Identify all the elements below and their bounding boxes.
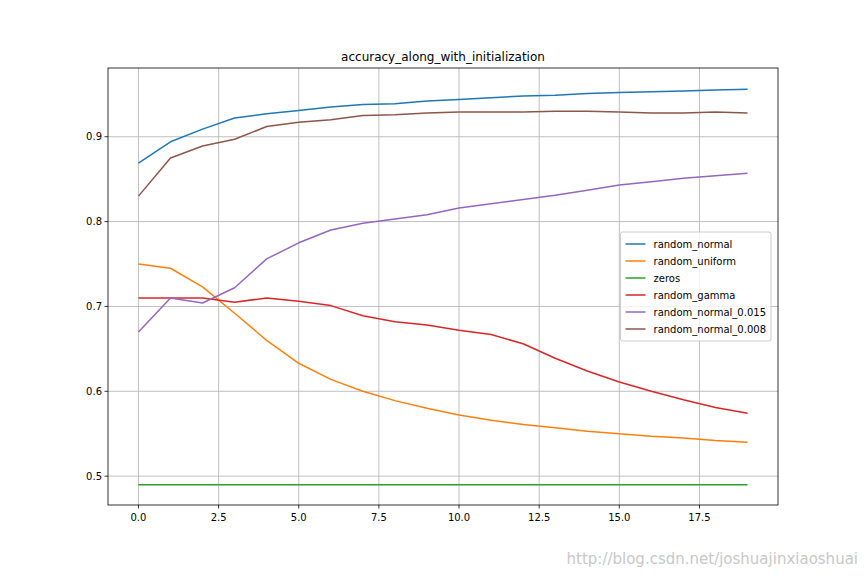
legend-label: random_gamma [654,290,736,302]
tick [105,221,109,222]
tick-label: 10.0 [448,512,470,523]
tick [105,306,109,307]
grid-line [298,68,299,505]
tick-label: 0.8 [86,216,102,227]
grid-line [108,221,778,222]
legend-label: random_normal [654,239,733,251]
grid-line [218,68,219,505]
tick-label: 0.5 [86,471,102,482]
grid-line [138,68,139,505]
series-line [138,111,747,196]
frame [108,68,778,505]
tick-label: 0.7 [86,301,102,312]
legend-handle [626,277,646,279]
grid-line [539,68,540,505]
legend-handle [626,294,646,296]
legend-handle [626,311,646,313]
legend-label: zeros [654,273,681,284]
tick-label: 15.0 [608,512,630,523]
grid-line [108,476,778,477]
tick-label: 2.5 [211,512,227,523]
tick-label: 7.5 [371,512,387,523]
legend-label: random_normal_0.008 [654,324,766,336]
tick [105,476,109,477]
tick [105,391,109,392]
tick [218,505,219,509]
legend-label: random_normal_0.015 [654,307,766,319]
legend-handle [626,243,646,245]
watermark: http://blog.csdn.net/joshuajinxiaoshuai [567,550,858,568]
tick-label: 0.6 [86,386,102,397]
tick [378,505,379,509]
tick [699,505,700,509]
tick-label: 17.5 [688,512,710,523]
grid-line [378,68,379,505]
grid [108,68,778,505]
tick [619,505,620,509]
grid-line [459,68,460,505]
chart: accuracy_along_with_initialization 0.0 2.5… [0,0,864,576]
tick [298,505,299,509]
tick [539,505,540,509]
grid-line [108,136,778,137]
grid-line [108,391,778,392]
legend: random_normal random_uniformzeros random_g… [621,232,771,341]
tick-label: 0.0 [131,512,147,523]
legend-label: random_uniform [654,256,737,268]
tick-label: 0.9 [86,131,102,142]
legend-handle [626,328,646,330]
grid-line [619,68,620,505]
series-line [138,89,747,163]
series-line [138,484,747,486]
tick [105,136,109,137]
tick-label: 5.0 [291,512,307,523]
tick-label: 12.5 [528,512,550,523]
tick [459,505,460,509]
title: accuracy_along_with_initialization [341,50,545,64]
legend-handle [626,260,646,262]
legend-box [621,232,771,341]
tick [138,505,139,509]
